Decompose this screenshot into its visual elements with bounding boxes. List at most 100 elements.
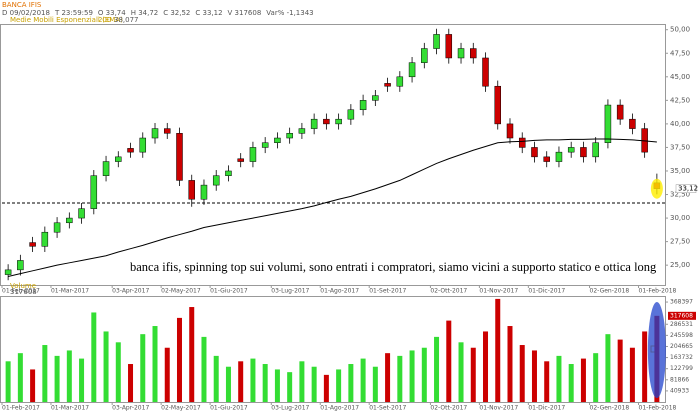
volume-bar xyxy=(189,307,195,402)
candle-body xyxy=(421,48,428,63)
candle-body xyxy=(592,142,599,158)
volume-bar xyxy=(568,364,574,402)
volume-bar xyxy=(483,331,489,402)
volume-bar xyxy=(225,366,231,402)
candle-body xyxy=(335,118,342,125)
x-tick-label: 01-Feb-2018 xyxy=(639,288,677,295)
y-tick-label: 47,50 xyxy=(670,49,690,57)
candle-body xyxy=(359,100,367,111)
candle-body xyxy=(17,260,24,271)
candle-body xyxy=(274,137,281,143)
last-volume-label: 317608 xyxy=(670,312,693,319)
volume-bar xyxy=(409,350,415,402)
ema-line xyxy=(8,138,657,277)
quote-item: H 34,72 xyxy=(131,9,159,17)
volume-tick-label: 163732 xyxy=(670,354,693,361)
candle-body xyxy=(249,147,257,162)
candle-body xyxy=(384,83,391,87)
volume-bar xyxy=(66,350,72,402)
volume-bar xyxy=(238,361,244,402)
volume-bar xyxy=(593,353,599,402)
volume-tick-label: 40933 xyxy=(670,387,689,394)
x-tick-label: 02-Gen-2018 xyxy=(590,405,630,412)
candle-body xyxy=(225,170,232,176)
candle-body xyxy=(457,48,465,59)
x-tick-label: 01-Nov-2017 xyxy=(479,288,518,295)
volume-bar xyxy=(446,320,452,402)
candle-body xyxy=(629,118,636,129)
x-tick-label: 01-Feb-2017 xyxy=(2,405,40,412)
candle-body xyxy=(616,104,624,120)
volume-bar xyxy=(642,331,648,402)
volume-tick-label: 81866 xyxy=(670,376,689,383)
volume-bar xyxy=(397,355,403,402)
volume-bar xyxy=(580,358,586,402)
title: BANCA IFIS xyxy=(2,1,42,9)
highlight-volume xyxy=(647,302,666,398)
x-tick-label: 02-May-2017 xyxy=(161,288,201,295)
candle-body xyxy=(200,184,208,200)
volume-bar xyxy=(115,342,121,402)
candle-body xyxy=(102,161,110,176)
candle-body xyxy=(176,133,183,181)
volume-bar xyxy=(128,364,134,402)
candle-body xyxy=(53,222,61,233)
candle-body xyxy=(310,118,318,129)
candle-body xyxy=(151,128,159,139)
quote-line: D 09/02/2018 T 23:59:59 O 33,74 H 34,72 C 32… xyxy=(2,9,314,17)
x-tick-label: 01-Nov-2017 xyxy=(479,405,518,412)
candle-body xyxy=(212,175,220,186)
volume-bar xyxy=(323,374,329,402)
x-tick-label: 03-Apr-2017 xyxy=(112,405,149,412)
x-tick-label: 01-Feb-2017 xyxy=(2,288,40,295)
volume-bar xyxy=(201,336,207,402)
candle-body xyxy=(164,128,171,134)
y-tick-label: 32,50 xyxy=(670,191,690,199)
volume-bar xyxy=(5,361,11,402)
volume-title: Volume xyxy=(10,282,36,290)
candle-body xyxy=(372,95,379,101)
volume-bar xyxy=(250,358,256,402)
candle-body xyxy=(482,57,489,87)
volume-bar xyxy=(385,353,391,402)
last-price-box xyxy=(675,184,697,193)
volume-bar xyxy=(42,345,48,402)
x-tick-label: 02-Ott-2017 xyxy=(430,288,467,295)
volume-tick-label: 245598 xyxy=(670,332,693,339)
x-tick-label: 02-May-2017 xyxy=(161,405,201,412)
candle-body xyxy=(115,156,122,162)
volume-bar xyxy=(519,345,525,402)
x-tick-label: 01-Ago-2017 xyxy=(320,288,359,295)
volume-bar xyxy=(262,364,268,402)
x-tick-label: 01-Ago-2017 xyxy=(320,405,359,412)
x-tick-label: 03-Apr-2017 xyxy=(112,288,149,295)
candle-body xyxy=(323,118,330,125)
y-tick-label: 50,00 xyxy=(670,26,690,34)
candle-body xyxy=(286,133,293,139)
x-tick-label: 01-Set-2017 xyxy=(369,405,406,412)
candle-body xyxy=(396,76,404,87)
indicator-period: 200 xyxy=(98,16,111,24)
volume-bar xyxy=(91,312,97,402)
volume-bar xyxy=(348,364,354,402)
volume-bar xyxy=(103,331,109,402)
volume-bar xyxy=(605,334,611,402)
volume-bar xyxy=(495,298,501,402)
x-tick-label: 01-Mar-2017 xyxy=(51,288,89,295)
volume-bar xyxy=(556,355,562,402)
x-tick-label: 02-Gen-2018 xyxy=(590,288,630,295)
candle-body xyxy=(531,147,538,158)
volume-bar xyxy=(372,366,378,402)
volume-bar xyxy=(30,369,36,402)
y-tick-label: 37,50 xyxy=(670,143,690,151)
candle-body xyxy=(445,34,453,59)
volume-bar xyxy=(336,369,342,402)
candle-body xyxy=(78,208,85,219)
last-price-label: 33,12 xyxy=(678,185,698,193)
volume-bar xyxy=(434,336,440,402)
volume-bar xyxy=(299,361,305,402)
volume-tick-label: 204665 xyxy=(670,343,693,350)
candle-body xyxy=(261,142,269,148)
x-tick-label: 03-Lug-2017 xyxy=(271,288,309,295)
